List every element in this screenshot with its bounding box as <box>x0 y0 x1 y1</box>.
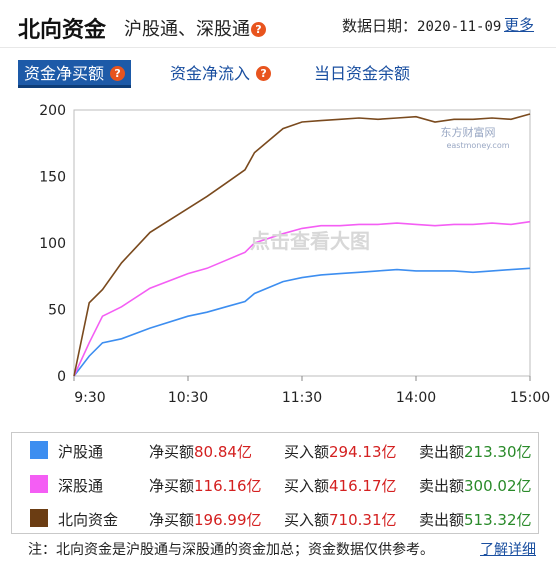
buy-label: 买入额 <box>284 477 330 495</box>
watermark-brand-sub: eastmoney.com <box>446 141 509 150</box>
help-icon[interactable]: ? <box>256 66 272 81</box>
tab-net-inflow[interactable]: 资金净流入 ? <box>170 60 272 88</box>
date-label: 数据日期： <box>342 17 418 35</box>
more-link[interactable]: 更多 <box>504 16 535 34</box>
sell-value: 213.30亿 <box>464 443 532 461</box>
sell-label: 卖出额 <box>419 477 465 495</box>
legend-name: 深股通 <box>58 477 104 495</box>
net-value: 116.16亿 <box>194 477 262 495</box>
x-tick-label: 11:30 <box>282 390 322 406</box>
net-value: 196.99亿 <box>194 511 262 529</box>
tab-daily-balance[interactable]: 当日资金余额 <box>314 60 410 88</box>
x-tick-label: 15:00 <box>510 390 550 406</box>
net-buy: 净买额116.16亿 <box>149 475 262 496</box>
buy-value: 416.17亿 <box>329 477 397 495</box>
data-date: 数据日期：2020-11-09 <box>342 15 501 36</box>
net-buy: 净买额196.99亿 <box>149 509 262 530</box>
legend-name: 北向资金 <box>58 511 119 529</box>
x-tick-label: 9:30 <box>74 390 105 406</box>
series-line <box>73 220 531 377</box>
y-tick-label: 150 <box>39 170 66 186</box>
x-tick-label: 14:00 <box>396 390 436 406</box>
chart-axes: 0 50 100 150 200 9:30 10:30 11:30 14:00 15:00 <box>39 103 550 406</box>
watermark-brand: 东方财富网 <box>441 125 496 139</box>
legend-row: 深股通 净买额116.16亿 买入额416.17亿 卖出额300.02亿 <box>12 467 538 501</box>
subtitle-text: 沪股通、深股通 <box>124 19 250 40</box>
page-title: 北向资金 <box>18 18 107 43</box>
footnote: 注：北向资金是沪股通与深股通的资金加总；资金数据仅供参考。 <box>28 542 434 558</box>
sell-value: 300.02亿 <box>464 477 532 495</box>
legend-swatch <box>30 509 48 527</box>
tab-bar: 资金净买额 ? 资金净流入 ? 当日资金余额 <box>18 60 548 88</box>
series-line <box>73 267 531 377</box>
sell-amount: 卖出额513.32亿 <box>419 509 532 530</box>
y-tick-label: 200 <box>39 103 66 119</box>
sell-amount: 卖出额300.02亿 <box>419 475 532 496</box>
net-value: 80.84亿 <box>194 443 252 461</box>
tab-net-inflow-label: 资金净流入 <box>170 64 251 83</box>
buy-value: 710.31亿 <box>329 511 397 529</box>
legend-row: 沪股通 净买额80.84亿 买入额294.13亿 卖出额213.30亿 <box>12 433 538 467</box>
buy-label: 买入额 <box>284 443 330 461</box>
date-value: 2020-11-09 <box>417 19 502 35</box>
net-buy: 净买额80.84亿 <box>149 441 252 462</box>
legend-table: 沪股通 净买额80.84亿 买入额294.13亿 卖出额213.30亿 深股通 … <box>11 432 539 534</box>
tab-net-buy-label: 资金净买额 <box>24 64 105 83</box>
tab-net-buy[interactable]: 资金净买额 ? <box>18 60 132 88</box>
tab-daily-balance-label: 当日资金余额 <box>314 64 411 83</box>
net-label: 净买额 <box>149 477 195 495</box>
northbound-chart[interactable]: 0 50 100 150 200 9:30 10:30 11:30 14:00 15:00 点击查… <box>0 100 556 410</box>
buy-amount: 买入额294.13亿 <box>284 441 397 462</box>
legend-name: 沪股通 <box>58 443 104 461</box>
legend-swatch <box>30 441 48 459</box>
y-tick-label: 100 <box>39 236 66 252</box>
help-icon[interactable]: ? <box>251 22 266 37</box>
sell-value: 513.32亿 <box>464 511 532 529</box>
buy-amount: 买入额710.31亿 <box>284 509 397 530</box>
watermark-text: 点击查看大图 <box>250 229 370 253</box>
buy-amount: 买入额416.17亿 <box>284 475 397 496</box>
buy-label: 买入额 <box>284 511 330 529</box>
detail-link[interactable]: 了解详细 <box>480 542 536 558</box>
legend-swatch <box>30 475 48 493</box>
chart-area[interactable]: 0 50 100 150 200 9:30 10:30 11:30 14:00 15:00 点击查… <box>0 100 556 410</box>
series-line <box>73 113 531 377</box>
net-label: 净买额 <box>149 511 195 529</box>
help-icon[interactable]: ? <box>110 66 126 81</box>
net-label: 净买额 <box>149 443 195 461</box>
legend-row: 北向资金 净买额196.99亿 买入额710.31亿 卖出额513.32亿 <box>12 501 538 535</box>
sell-label: 卖出额 <box>419 511 465 529</box>
page-header: 北向资金 沪股通、深股通? 数据日期：2020-11-09 更多 <box>0 0 556 48</box>
x-tick-label: 10:30 <box>168 390 208 406</box>
sell-amount: 卖出额213.30亿 <box>419 441 532 462</box>
chart-series <box>73 113 531 377</box>
page-subtitle: 沪股通、深股通? <box>124 15 266 41</box>
y-tick-label: 50 <box>48 303 66 319</box>
buy-value: 294.13亿 <box>329 443 397 461</box>
sell-label: 卖出额 <box>419 443 465 461</box>
y-tick-label: 0 <box>57 369 66 385</box>
